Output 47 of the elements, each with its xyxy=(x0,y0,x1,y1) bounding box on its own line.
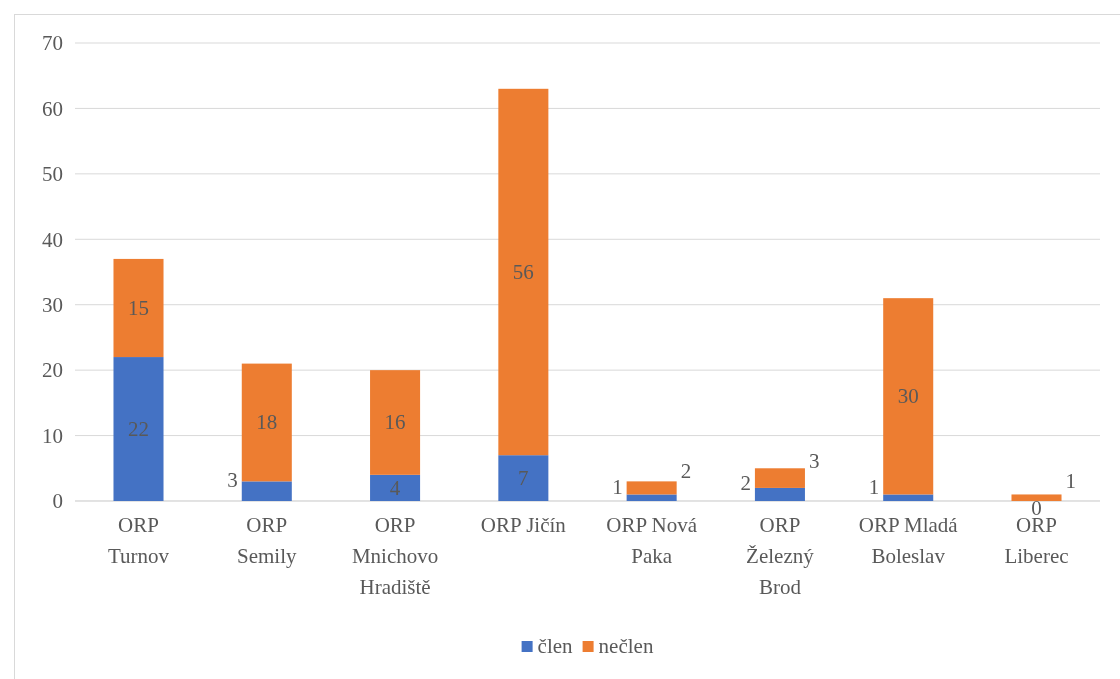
data-label: 1 xyxy=(612,474,623,499)
data-label: 3 xyxy=(227,468,238,493)
data-label: 1 xyxy=(868,474,880,499)
bar xyxy=(754,487,805,501)
bar xyxy=(241,363,292,482)
bar xyxy=(370,474,421,501)
bar xyxy=(113,258,164,358)
data-label: 30 xyxy=(897,384,919,409)
x-tick-label: ORP Semily xyxy=(237,513,298,568)
bar xyxy=(626,481,677,495)
data-label: 18 xyxy=(256,410,278,435)
bar xyxy=(626,494,677,501)
y-tick-label: 10 xyxy=(42,423,63,448)
x-tick-label: ORP Železný Brod xyxy=(746,513,815,599)
data-label: 7 xyxy=(518,466,529,491)
y-tick-label: 20 xyxy=(42,358,63,383)
bar xyxy=(370,370,421,475)
data-label: 4 xyxy=(389,475,401,500)
y-tick-label: 0 xyxy=(52,489,63,514)
data-label: 2 xyxy=(740,471,751,496)
data-label: 2 xyxy=(680,458,692,483)
bar xyxy=(113,357,164,501)
data-label: 16 xyxy=(384,410,406,435)
data-label: 22 xyxy=(128,417,149,442)
x-tick-label: ORP Nová Paka xyxy=(606,513,698,568)
bar xyxy=(498,455,549,501)
bar xyxy=(883,298,934,495)
bar xyxy=(754,468,805,488)
bar xyxy=(883,494,934,501)
y-tick-label: 50 xyxy=(42,162,63,187)
data-label: 56 xyxy=(512,260,534,284)
x-tick-label: ORP Mladá Boleslav xyxy=(858,513,959,568)
legend-label: člen xyxy=(537,634,574,658)
bar xyxy=(241,481,292,501)
y-tick-label: 40 xyxy=(42,227,63,252)
data-label: 1 xyxy=(1065,468,1077,493)
bar xyxy=(498,88,549,456)
bar xyxy=(1011,494,1062,501)
x-tick-label: ORP Turnov xyxy=(107,513,170,568)
data-label: 3 xyxy=(808,449,820,474)
legend-label: nečlen xyxy=(598,634,654,658)
y-tick-label: 30 xyxy=(42,292,63,317)
y-tick-label: 60 xyxy=(42,96,63,121)
data-label: 15 xyxy=(128,295,149,320)
x-tick-label: ORP Jičín xyxy=(480,513,567,537)
y-tick-label: 70 xyxy=(42,31,63,56)
x-tick-label: ORP Mnichovo Hradiště xyxy=(351,513,439,599)
